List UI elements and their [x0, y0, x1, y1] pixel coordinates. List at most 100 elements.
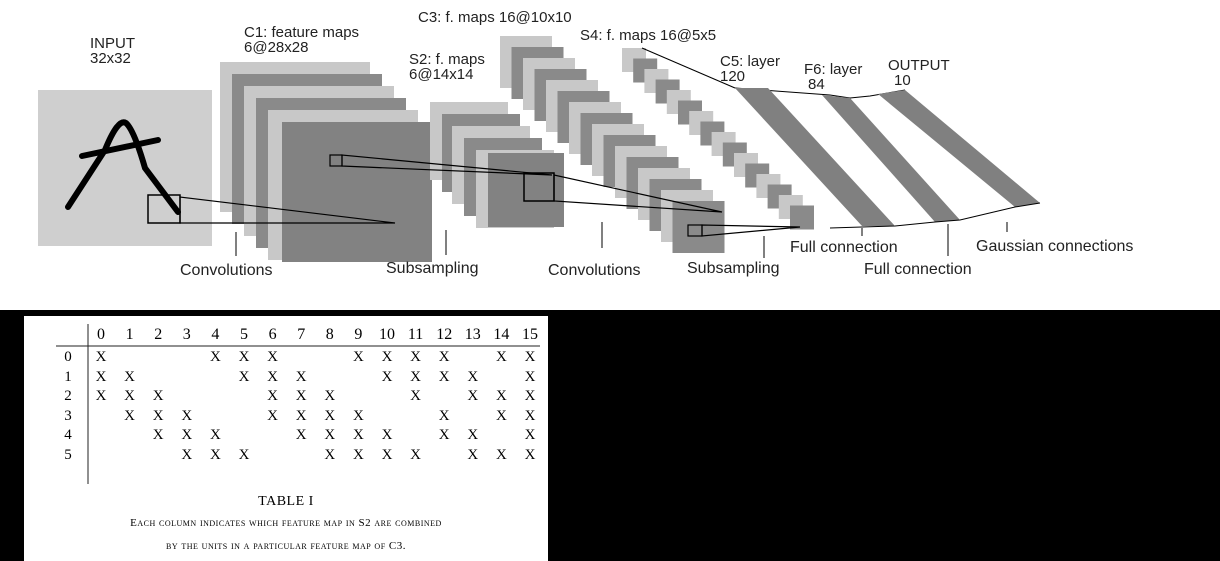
table-cell: X — [295, 388, 307, 404]
table-cell: X — [267, 388, 279, 404]
stage-full-connection-1: Full connection — [790, 239, 898, 256]
table-caption-line-1: Each column indicates which feature map … — [130, 517, 442, 529]
table-row-header: 1 — [64, 368, 72, 385]
table-cell: X — [238, 349, 250, 365]
table-cell: X — [410, 349, 422, 365]
table-cell: X — [324, 446, 336, 463]
table-cell: X — [438, 368, 450, 385]
table-cell: X — [95, 368, 107, 385]
table-cell: X — [295, 427, 307, 443]
table-row-header: 2 — [64, 388, 72, 404]
c5-label: C5: layer 120 — [720, 53, 781, 85]
table-cell: X — [124, 407, 136, 424]
table-cell: X — [495, 407, 507, 424]
table-column-header: 4 — [211, 326, 220, 343]
table-cell: X — [181, 446, 193, 463]
input-image — [38, 90, 212, 246]
table-cell: X — [524, 368, 536, 385]
s2-feature-maps — [430, 102, 564, 228]
table-column-header: 11 — [407, 326, 424, 343]
s4-label: S4: f. maps 16@5x5 — [580, 27, 717, 44]
table-cell: X — [381, 368, 393, 385]
table-cell: X — [267, 368, 279, 385]
table-cell: X — [152, 427, 164, 443]
table-cell: X — [410, 388, 422, 404]
c5-band — [735, 88, 895, 226]
stage-convolutions-1: Convolutions — [180, 262, 273, 279]
table-column-header: 1 — [125, 326, 134, 343]
table-cell: X — [238, 368, 250, 385]
table-column-header: 13 — [464, 326, 481, 343]
connection-table-panel — [24, 316, 548, 561]
table-cell: X — [495, 388, 507, 404]
table-cell: X — [495, 349, 507, 365]
lenet-architecture-diagram: INPUT 32x32 C1: feature maps 6@28x28 S2: f… — [38, 9, 1134, 279]
input-label: INPUT 32x32 — [90, 35, 135, 67]
table-cell: X — [524, 407, 536, 424]
table-cell: X — [267, 349, 279, 365]
table-cell: X — [152, 388, 164, 404]
table-cell: X — [95, 388, 107, 404]
table-cell: X — [467, 446, 479, 463]
table-column-header: 3 — [182, 326, 191, 343]
stage-ticks — [235, 222, 1008, 258]
table-cell: X — [524, 427, 536, 443]
table-row-header: 3 — [64, 407, 72, 424]
table-cell: X — [209, 446, 221, 463]
table-cell: X — [295, 368, 307, 385]
table-cell: X — [95, 349, 107, 365]
table-cell: X — [438, 349, 450, 365]
table-cell: X — [181, 427, 193, 443]
table-cell: X — [267, 407, 279, 424]
table-cell: X — [124, 368, 136, 385]
table-cell: X — [238, 446, 250, 463]
table-caption-line-2: by the units in a particular feature map… — [166, 540, 406, 552]
table-column-header: 15 — [522, 326, 538, 343]
table-cell: X — [324, 388, 336, 404]
table-column-header: 0 — [97, 326, 105, 343]
table-cell: X — [524, 446, 536, 463]
c3-label: C3: f. maps 16@10x10 — [418, 9, 572, 26]
c1-feature-maps — [220, 62, 432, 262]
table-cell: X — [381, 427, 393, 443]
table-column-header: 8 — [325, 326, 334, 343]
output-label: OUTPUT 10 — [888, 57, 950, 89]
table-column-header: 10 — [379, 326, 395, 343]
table-row-header: 5 — [64, 446, 72, 463]
table-cell: X — [438, 427, 450, 443]
table-cell: X — [410, 446, 422, 463]
c3-feature-maps — [500, 36, 725, 253]
table-cell: X — [381, 446, 393, 463]
table-cell: X — [324, 407, 336, 424]
table-cell: X — [467, 388, 479, 404]
f6-band — [822, 95, 960, 222]
table-cell: X — [352, 427, 364, 443]
s2-label: S2: f. maps 6@14x14 — [409, 51, 485, 83]
stage-gaussian-connections: Gaussian connections — [976, 238, 1134, 255]
table-cell: X — [152, 407, 164, 424]
table-column-header: 5 — [240, 326, 248, 343]
table-cell: X — [438, 407, 450, 424]
table-column-header: 12 — [436, 326, 453, 343]
table-cell: X — [209, 349, 221, 365]
table-column-header: 7 — [297, 326, 306, 343]
table-cell: X — [352, 407, 364, 424]
table-cell: X — [352, 349, 364, 365]
stage-subsampling-2: Subsampling — [687, 260, 780, 277]
architecture-drawing — [38, 36, 1041, 262]
table-cell: X — [352, 446, 364, 463]
table-cell: X — [324, 427, 336, 443]
table-cell: X — [467, 427, 479, 443]
table-cell: X — [524, 349, 536, 365]
table-row-header: 0 — [64, 349, 72, 365]
table-column-header: 6 — [268, 326, 277, 343]
table-cell: X — [295, 407, 307, 424]
stage-convolutions-2: Convolutions — [548, 262, 641, 279]
table-cell: X — [381, 349, 393, 365]
table-cell: X — [524, 388, 536, 404]
table-cell: X — [181, 407, 193, 424]
output-band — [878, 90, 1040, 207]
table-column-header: 14 — [493, 326, 510, 343]
table-column-header: 9 — [354, 326, 363, 343]
table-column-header: 2 — [154, 326, 163, 343]
